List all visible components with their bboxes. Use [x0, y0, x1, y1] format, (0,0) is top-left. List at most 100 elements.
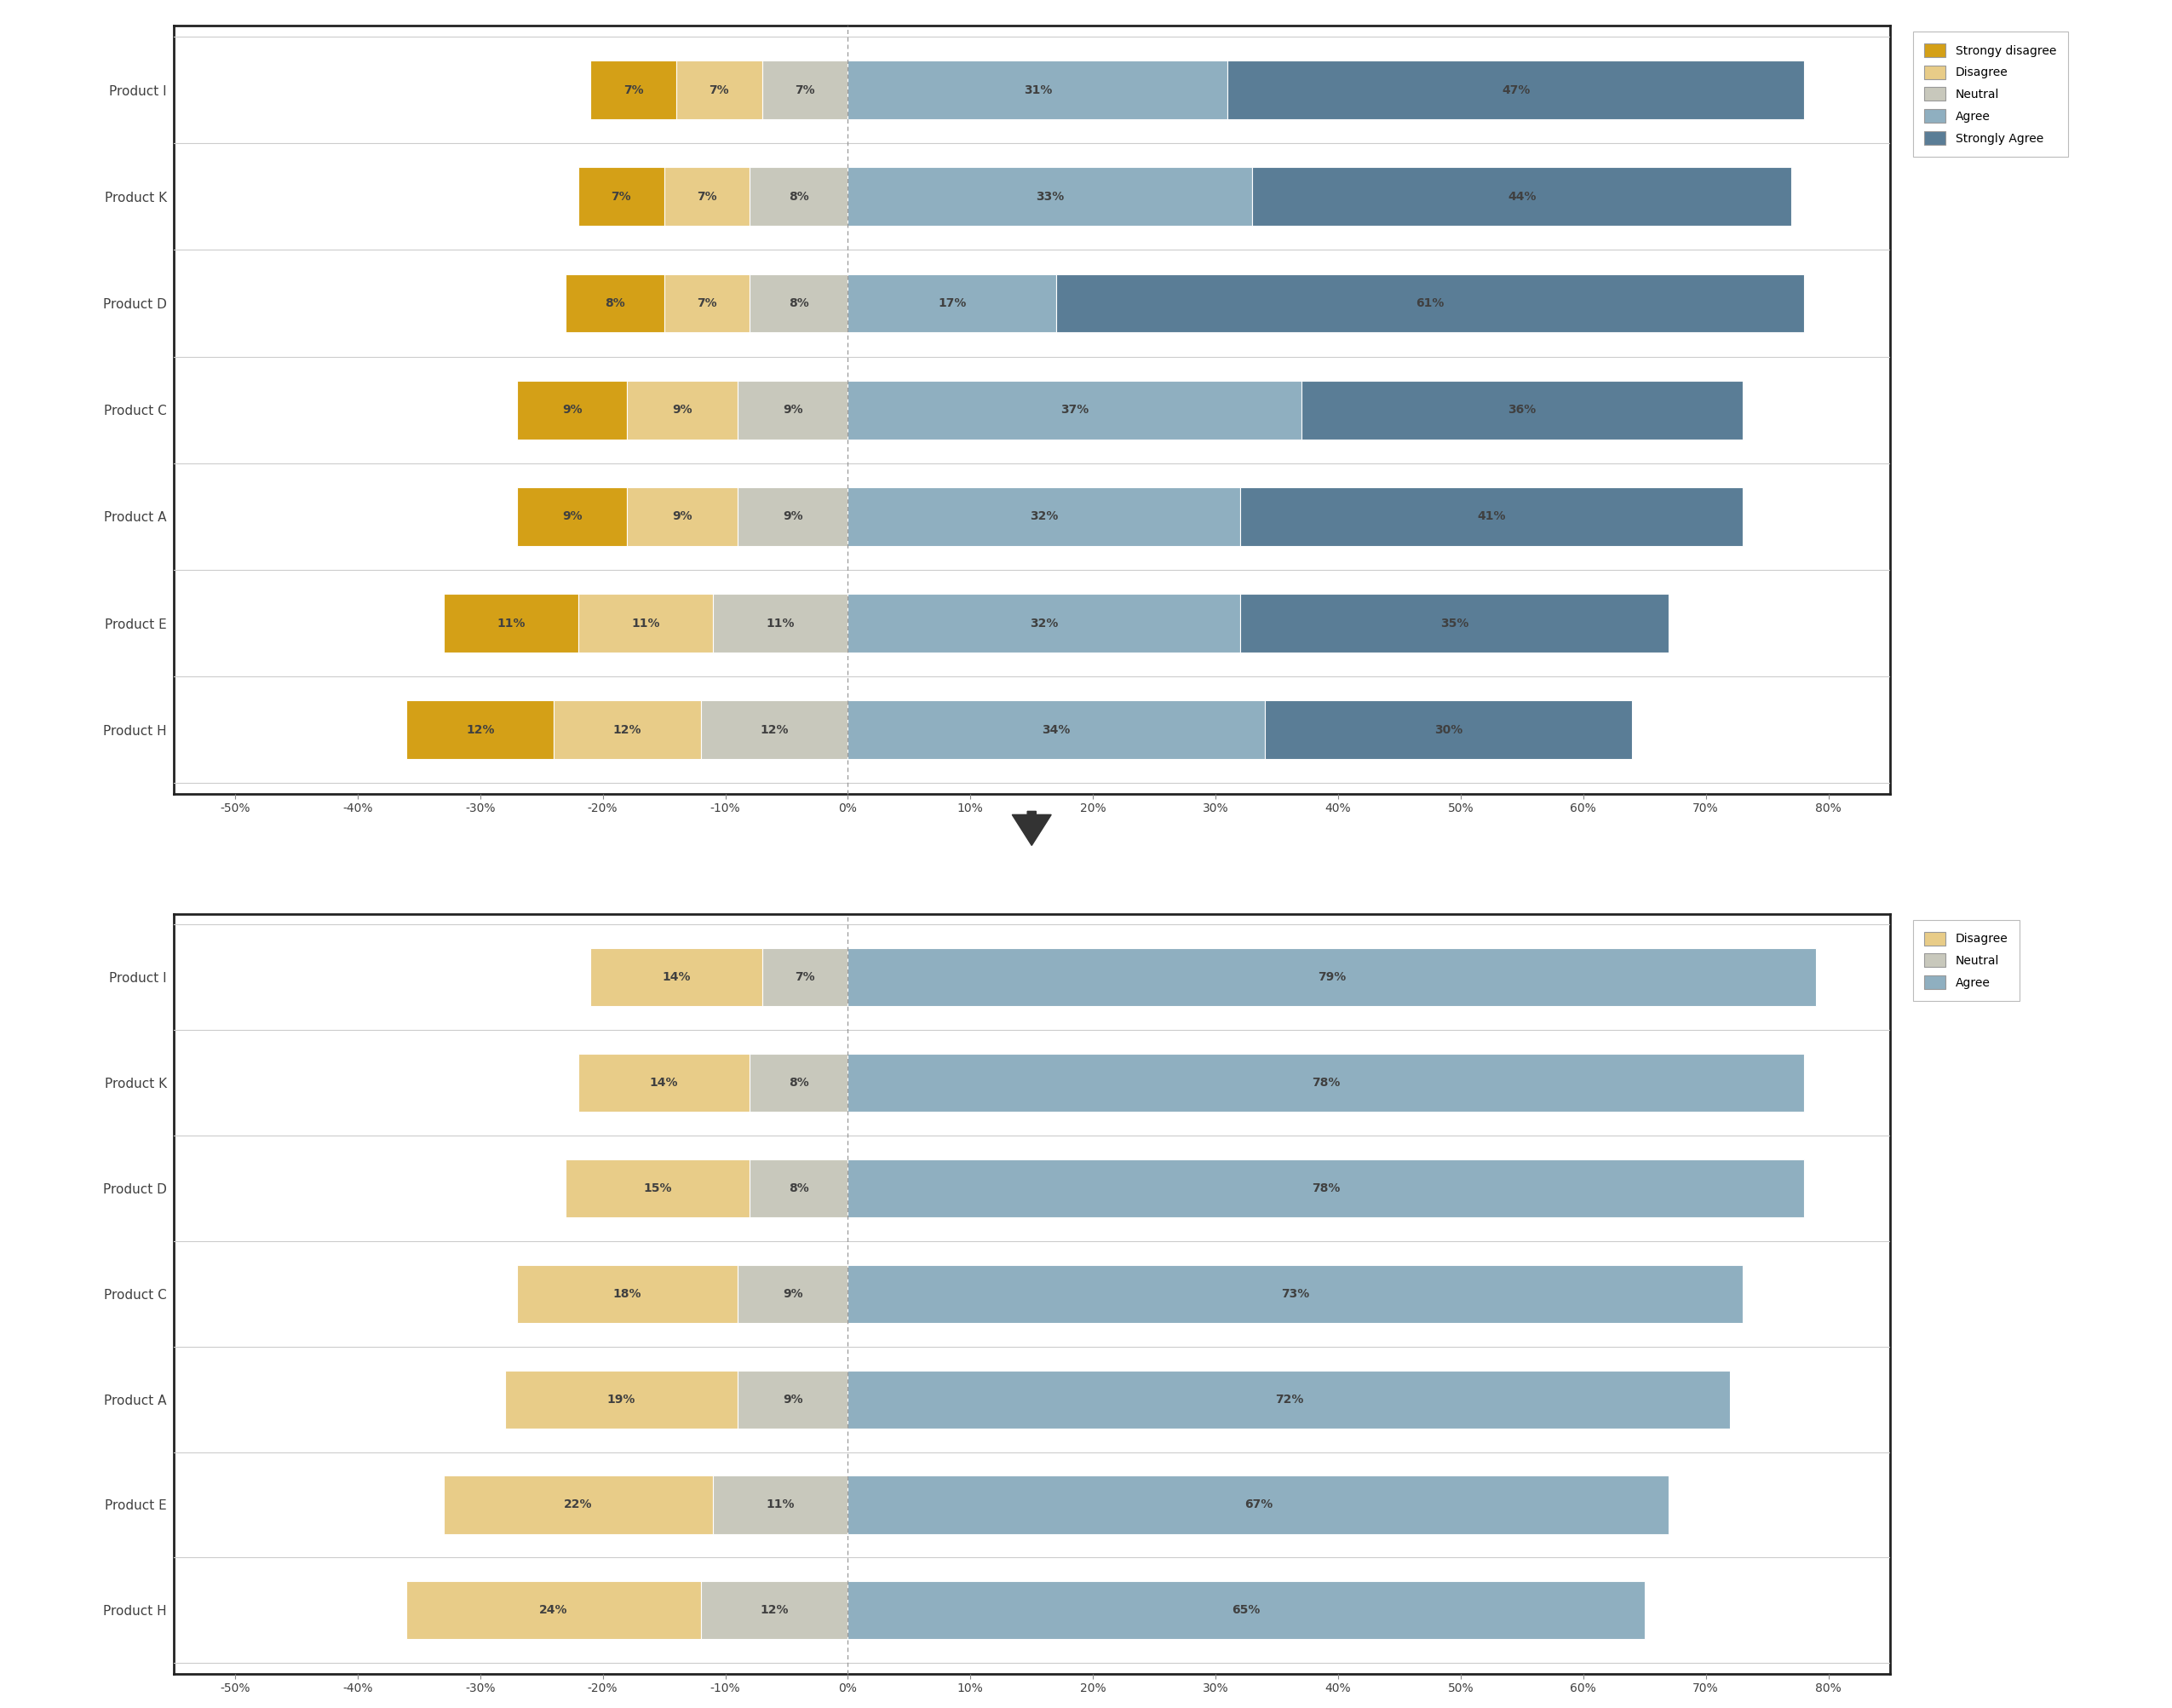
Bar	[847, 381, 1301, 439]
Text: 47%: 47%	[1501, 84, 1529, 96]
Bar	[847, 167, 1253, 225]
Text: 8%: 8%	[604, 297, 626, 309]
Text: 35%: 35%	[1440, 617, 1468, 629]
Text: 7%: 7%	[708, 84, 730, 96]
Text: 8%: 8%	[788, 1182, 808, 1194]
Bar	[628, 381, 738, 439]
Bar	[847, 948, 1816, 1006]
Text: 9%: 9%	[673, 405, 693, 415]
Bar	[591, 60, 675, 120]
Bar	[749, 1160, 847, 1218]
Text: 9%: 9%	[782, 405, 804, 415]
Text: 12%: 12%	[760, 1604, 788, 1616]
Bar	[628, 487, 738, 547]
Text: 79%: 79%	[1318, 972, 1347, 984]
Text: 8%: 8%	[788, 191, 808, 203]
Text: 11%: 11%	[497, 617, 526, 629]
Text: 9%: 9%	[782, 1394, 804, 1406]
Bar	[665, 273, 749, 333]
Bar	[1056, 273, 1803, 333]
Text: 36%: 36%	[1507, 405, 1536, 415]
Text: 15%: 15%	[643, 1182, 671, 1194]
Text: 78%: 78%	[1312, 1182, 1340, 1194]
Bar	[554, 700, 702, 760]
Text: 9%: 9%	[563, 511, 582, 523]
Bar	[712, 1476, 847, 1534]
Bar	[702, 1582, 847, 1640]
Text: 37%: 37%	[1060, 405, 1088, 415]
Bar	[578, 594, 712, 652]
Text: 11%: 11%	[767, 1500, 795, 1512]
Bar	[847, 1582, 1644, 1640]
Bar	[847, 273, 1056, 333]
Text: 17%: 17%	[938, 297, 967, 309]
Bar	[702, 700, 847, 760]
Text: 11%: 11%	[632, 617, 660, 629]
Bar	[517, 381, 628, 439]
Text: 8%: 8%	[788, 297, 808, 309]
Text: 33%: 33%	[1036, 191, 1064, 203]
Bar	[847, 1160, 1803, 1218]
Bar	[738, 487, 847, 547]
Text: 9%: 9%	[563, 405, 582, 415]
Bar	[712, 594, 847, 652]
Text: 7%: 7%	[697, 297, 717, 309]
Bar	[762, 60, 847, 120]
Bar	[847, 594, 1240, 652]
Text: 44%: 44%	[1507, 191, 1536, 203]
Bar	[749, 167, 847, 225]
Bar	[567, 1160, 749, 1218]
Bar	[749, 273, 847, 333]
Bar	[738, 1266, 847, 1322]
Text: 31%: 31%	[1023, 84, 1051, 96]
Bar	[847, 1370, 1731, 1428]
Text: 11%: 11%	[767, 617, 795, 629]
Text: 7%: 7%	[610, 191, 632, 203]
Text: 32%: 32%	[1030, 511, 1058, 523]
Text: 8%: 8%	[788, 1076, 808, 1088]
Bar	[406, 700, 554, 760]
Text: 7%: 7%	[795, 972, 814, 984]
Bar	[665, 167, 749, 225]
Text: 61%: 61%	[1416, 297, 1444, 309]
Text: 9%: 9%	[673, 511, 693, 523]
Bar	[406, 1582, 702, 1640]
Bar	[738, 381, 847, 439]
Bar	[1264, 700, 1633, 760]
Bar	[762, 948, 847, 1006]
Bar	[1253, 167, 1792, 225]
Text: 12%: 12%	[467, 724, 495, 736]
Text: 14%: 14%	[662, 972, 691, 984]
Text: 34%: 34%	[1043, 724, 1071, 736]
Text: 41%: 41%	[1477, 511, 1505, 523]
Text: 7%: 7%	[623, 84, 643, 96]
Text: 7%: 7%	[697, 191, 717, 203]
Bar	[443, 594, 578, 652]
Bar	[847, 1476, 1668, 1534]
Text: 14%: 14%	[649, 1076, 678, 1088]
Bar	[517, 1266, 738, 1322]
Text: 78%: 78%	[1312, 1076, 1340, 1088]
Bar	[749, 1054, 847, 1112]
Bar	[1240, 594, 1668, 652]
Bar	[517, 487, 628, 547]
Bar	[847, 60, 1227, 120]
Bar	[847, 1054, 1803, 1112]
Text: 12%: 12%	[613, 724, 641, 736]
Bar	[1227, 60, 1803, 120]
Text: 9%: 9%	[782, 1288, 804, 1300]
Text: 18%: 18%	[613, 1288, 641, 1300]
Text: 24%: 24%	[539, 1604, 567, 1616]
Text: 7%: 7%	[795, 84, 814, 96]
Text: 65%: 65%	[1232, 1604, 1260, 1616]
Bar	[847, 1266, 1742, 1322]
Text: 72%: 72%	[1275, 1394, 1303, 1406]
Bar	[567, 273, 665, 333]
Bar	[504, 1370, 738, 1428]
Bar	[1301, 381, 1742, 439]
Text: 32%: 32%	[1030, 617, 1058, 629]
Text: 30%: 30%	[1434, 724, 1462, 736]
Text: 22%: 22%	[565, 1500, 593, 1512]
Text: 19%: 19%	[606, 1394, 636, 1406]
Bar	[1240, 487, 1742, 547]
